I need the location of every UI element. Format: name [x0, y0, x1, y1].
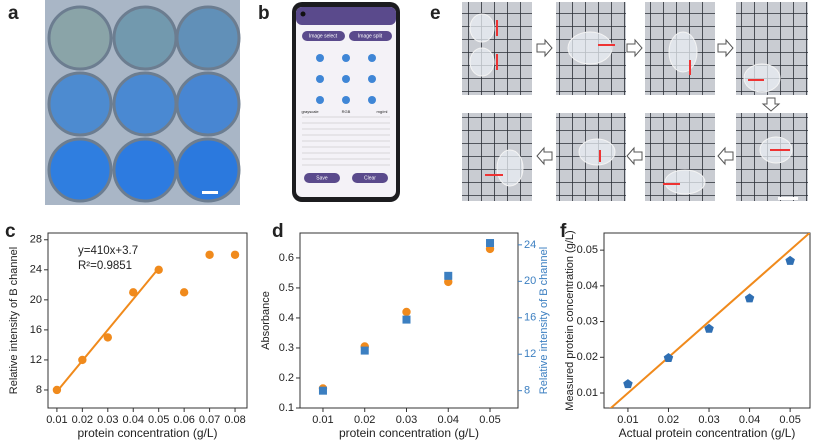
- y-tick-label: 0.02: [577, 351, 598, 363]
- y2-tick-label: 24: [524, 239, 536, 251]
- x-axis-label: protein concentration (g/L): [77, 426, 217, 440]
- y-tick-label: 8: [36, 384, 42, 396]
- x-tick-label: 0.08: [224, 414, 245, 426]
- phone: [292, 2, 400, 202]
- plot-frame: [47, 232, 248, 409]
- y-tick-label: 0.4: [279, 312, 294, 324]
- y-tick-label: 0.5: [279, 282, 294, 294]
- point: [318, 386, 327, 395]
- point: [78, 355, 87, 365]
- x-tick-label: 0.05: [479, 414, 500, 426]
- button-label: Image select: [309, 33, 338, 39]
- x-tick-label: 0.04: [739, 414, 760, 426]
- x-tick-label: 0.01: [617, 414, 638, 426]
- fit-line: [56, 267, 160, 393]
- x-tick-label: 0.06: [173, 414, 194, 426]
- x-axis-label: protein concentration (g/L): [339, 426, 479, 440]
- plot-frame: [299, 232, 519, 409]
- point: [360, 346, 369, 355]
- x-tick-label: 0.04: [123, 414, 144, 426]
- fit-line: [609, 233, 810, 408]
- button-label: Clear: [364, 175, 376, 181]
- x-tick-label: 0.04: [438, 414, 459, 426]
- x-tick-label: 0.07: [199, 414, 220, 426]
- x-tick-label: 0.02: [354, 414, 375, 426]
- panel-label: b: [258, 3, 270, 24]
- y2-axis-label: Relative intensity of B channel: [538, 247, 550, 394]
- y-tick-label: 24: [30, 264, 42, 276]
- table-header: RGB: [342, 109, 351, 114]
- y-tick-label: 0.01: [577, 387, 598, 399]
- x-tick-label: 0.03: [396, 414, 417, 426]
- x-tick-label: 0.02: [72, 414, 93, 426]
- table-header: mg/ml: [377, 109, 388, 114]
- y-tick-label: 0.6: [279, 252, 294, 264]
- point: [623, 379, 633, 389]
- point: [663, 353, 674, 362]
- plot-frame: [603, 232, 811, 409]
- y-tick-label: 0.05: [577, 244, 598, 256]
- y-axis-label: Relative intensity of B channel: [8, 247, 20, 394]
- annotation: y=410x+3.7: [78, 245, 138, 257]
- x-tick-label: 0.03: [97, 414, 118, 426]
- point: [444, 271, 453, 280]
- button-label: Image split: [358, 33, 383, 39]
- panel-label: d: [272, 221, 284, 242]
- x-tick-label: 0.02: [658, 414, 679, 426]
- y-tick-label: 16: [30, 324, 42, 336]
- table-header: grayscale: [301, 109, 319, 114]
- y-tick-label: 12: [30, 354, 42, 366]
- point: [785, 255, 795, 265]
- y2-tick-label: 20: [524, 275, 536, 287]
- point: [103, 333, 113, 342]
- point: [486, 239, 495, 248]
- point: [154, 265, 163, 275]
- point: [205, 250, 214, 259]
- y-tick-label: 0.2: [279, 372, 294, 384]
- y2-tick-label: 16: [524, 312, 536, 324]
- annotation: R²=0.9851: [78, 260, 132, 272]
- y-tick-label: 28: [30, 234, 42, 246]
- x-tick-label: 0.05: [779, 414, 800, 426]
- point: [744, 293, 755, 303]
- y-tick-label: 0.3: [279, 342, 294, 354]
- y-tick-label: 0.04: [577, 280, 598, 292]
- x-tick-label: 0.05: [148, 414, 169, 426]
- panel-label: e: [430, 3, 441, 24]
- y-tick-label: 0.1: [279, 402, 294, 414]
- panel-label: a: [8, 3, 19, 24]
- point: [402, 307, 411, 317]
- well-photo: [45, 0, 241, 205]
- x-axis-label: Actual protein concentration (g/L): [619, 426, 796, 440]
- button-label: Save: [316, 175, 328, 181]
- y-axis-label: Measured protein concentration (g/L): [564, 230, 576, 410]
- y2-tick-label: 8: [524, 385, 530, 397]
- point: [704, 323, 714, 333]
- x-tick-label: 0.03: [698, 414, 719, 426]
- y-tick-label: 20: [30, 294, 42, 306]
- panel-label: f: [560, 221, 567, 242]
- point: [179, 288, 189, 297]
- droplet-sequence: [462, 2, 808, 201]
- panel-label: c: [5, 221, 16, 242]
- y-tick-label: 0.03: [577, 315, 598, 327]
- point: [52, 385, 62, 395]
- point: [230, 250, 240, 259]
- y2-tick-label: 12: [524, 348, 536, 360]
- y-axis-label: Absorbance: [260, 291, 272, 350]
- x-tick-label: 0.01: [46, 414, 67, 426]
- point: [129, 288, 138, 297]
- x-tick-label: 0.01: [312, 414, 333, 426]
- point: [402, 315, 411, 324]
